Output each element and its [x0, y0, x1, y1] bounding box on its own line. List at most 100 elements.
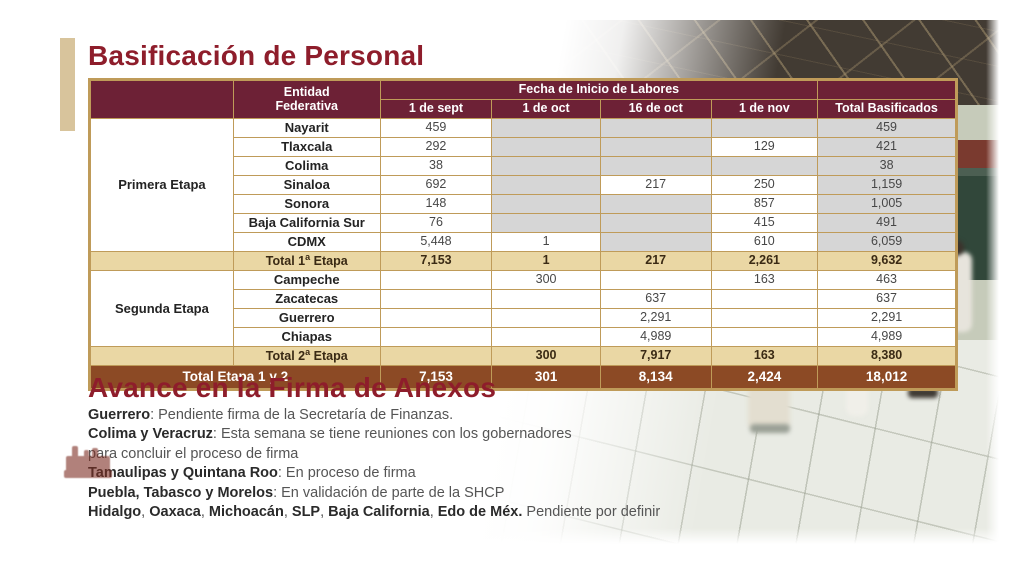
- header-entidad-federativa: Entidad Federativa: [232, 80, 381, 119]
- annex-line: Hidalgo, Oaxaca, Michoacán, SLP, Baja Ca…: [88, 503, 748, 522]
- value-cell: 38: [817, 156, 956, 176]
- value-cell: [379, 289, 493, 309]
- value-cell: 1: [491, 232, 601, 252]
- status-text: ,: [283, 504, 292, 521]
- photo-white-fade-bottom: [360, 528, 1002, 548]
- annex-line: Puebla, Tabasco y Morelos: En validación…: [88, 484, 748, 503]
- stage-total-row: Total 2a Etapa 300 7,917 163 8,380: [90, 346, 956, 366]
- entity-name: Guerrero: [232, 308, 381, 328]
- table-row: Chiapas 4,989 4,989: [91, 327, 956, 347]
- value-cell: 38: [379, 156, 493, 176]
- value-cell: 4,989: [599, 327, 712, 347]
- stage-label: Primera Etapa: [90, 118, 234, 252]
- stage-total-label: Total 2a Etapa: [232, 346, 381, 366]
- value-cell: 463: [817, 270, 956, 290]
- state-name: Baja California: [328, 504, 430, 521]
- state-name: Tamaulipas y Quintana Roo: [88, 465, 278, 482]
- grand-total-value: 301: [491, 365, 601, 389]
- header-1-oct: 1 de oct: [491, 99, 601, 119]
- value-cell: [599, 156, 712, 176]
- status-text: ,: [141, 504, 150, 521]
- value-cell: [710, 308, 819, 328]
- state-name: SLP: [291, 504, 321, 521]
- value-cell: [491, 118, 601, 138]
- value-cell: 491: [817, 213, 956, 233]
- value-cell: [379, 270, 493, 290]
- annex-line: para concluir el proceso de firma: [88, 445, 748, 464]
- status-text: : Esta semana se tiene reuniones con los…: [212, 426, 572, 443]
- state-name: Guerrero: [88, 407, 151, 423]
- annex-status-lines: Guerrero: Pendiente firma de la Secretar…: [88, 406, 748, 522]
- table-row: Colima 38 38: [91, 156, 956, 176]
- basificacion-table: Entidad Federativa Fecha de Inicio de La…: [88, 78, 958, 391]
- table-row: Segunda Etapa Campeche 300 163 463: [90, 270, 956, 347]
- stage-total-value: 2,261: [710, 251, 819, 271]
- table-row: Primera Etapa Nayarit 459 459: [90, 118, 956, 252]
- stage-total-value: 1: [491, 251, 601, 271]
- value-cell: [379, 308, 493, 328]
- value-cell: 292: [379, 137, 493, 157]
- crowd-emblem-watermark-icon: [62, 444, 114, 484]
- value-cell: [710, 327, 819, 347]
- annex-line: Tamaulipas y Quintana Roo: En proceso de…: [88, 464, 748, 483]
- state-name: Edo de Méx.: [437, 504, 523, 521]
- value-cell: 692: [379, 175, 493, 195]
- header-federativa: Federativa: [275, 98, 338, 113]
- value-cell: [710, 156, 819, 176]
- grand-total-label: Total Etapa 1 y 2: [90, 365, 381, 389]
- value-cell: 5,448: [379, 232, 493, 252]
- value-cell: 2,291: [817, 308, 956, 328]
- value-cell: [599, 137, 712, 157]
- stage-total-value: 7,917: [599, 346, 712, 366]
- entity-name: Nayarit: [232, 118, 381, 138]
- value-cell: 415: [710, 213, 819, 233]
- stage-label: Segunda Etapa: [90, 270, 234, 347]
- value-cell: 637: [599, 289, 712, 309]
- value-cell: [491, 289, 601, 309]
- value-cell: 6,059: [817, 232, 956, 252]
- header-stage-empty: [90, 80, 234, 119]
- entity-name: Baja California Sur: [232, 213, 381, 233]
- stage-total-value: 7,153: [379, 251, 493, 271]
- page-title: Basificación de Personal: [88, 40, 425, 71]
- value-cell: 459: [817, 118, 956, 138]
- table-row: CDMX 5,448 1 610 6,059: [91, 232, 956, 252]
- header-fecha-inicio: Fecha de Inicio de Labores: [379, 80, 819, 100]
- value-cell: 250: [710, 175, 819, 195]
- accent-bar: [60, 38, 75, 131]
- value-cell: [491, 327, 601, 347]
- stage-total-value: 217: [599, 251, 712, 271]
- grand-total-value: 2,424: [710, 365, 819, 389]
- header-entidad: Entidad: [283, 85, 330, 100]
- entity-name: Campeche: [232, 270, 381, 290]
- value-cell: [379, 327, 493, 347]
- entity-name: Chiapas: [232, 327, 381, 347]
- value-cell: [599, 270, 712, 290]
- status-text: : En validación de parte de la SHCP: [273, 484, 505, 501]
- stage-total-value: 163: [710, 346, 819, 366]
- header-1-sept: 1 de sept: [379, 99, 493, 119]
- value-cell: 1,159: [817, 175, 956, 195]
- value-cell: [491, 308, 601, 328]
- annex-section-title: Avance en la Firma de Anexos: [88, 372, 497, 403]
- table-row: Zacatecas 637 637: [91, 289, 956, 309]
- value-cell: [710, 118, 819, 138]
- value-cell: [491, 213, 601, 233]
- value-cell: 300: [491, 270, 601, 290]
- grand-total-row: Total Etapa 1 y 2 7,153 301 8,134 2,424 18,01…: [90, 365, 956, 389]
- value-cell: 163: [710, 270, 819, 290]
- value-cell: 459: [379, 118, 493, 138]
- header-total-basificados: Total Basificados: [817, 99, 956, 119]
- status-text: ,: [200, 504, 209, 521]
- value-cell: [599, 118, 712, 138]
- status-text: ,: [320, 504, 329, 521]
- table-row: Sonora 148 857 1,005: [91, 194, 956, 214]
- status-text: : En proceso de firma: [277, 465, 416, 482]
- value-cell: [599, 232, 712, 252]
- photo-white-fade-right: [986, 20, 1002, 548]
- state-name: Hidalgo: [88, 504, 142, 521]
- stage-total-row: Total 1a Etapa 7,153 1 217 2,261 9,632: [90, 251, 956, 271]
- status-text: Pendiente por definir: [522, 504, 661, 521]
- header-total-empty: [817, 80, 956, 100]
